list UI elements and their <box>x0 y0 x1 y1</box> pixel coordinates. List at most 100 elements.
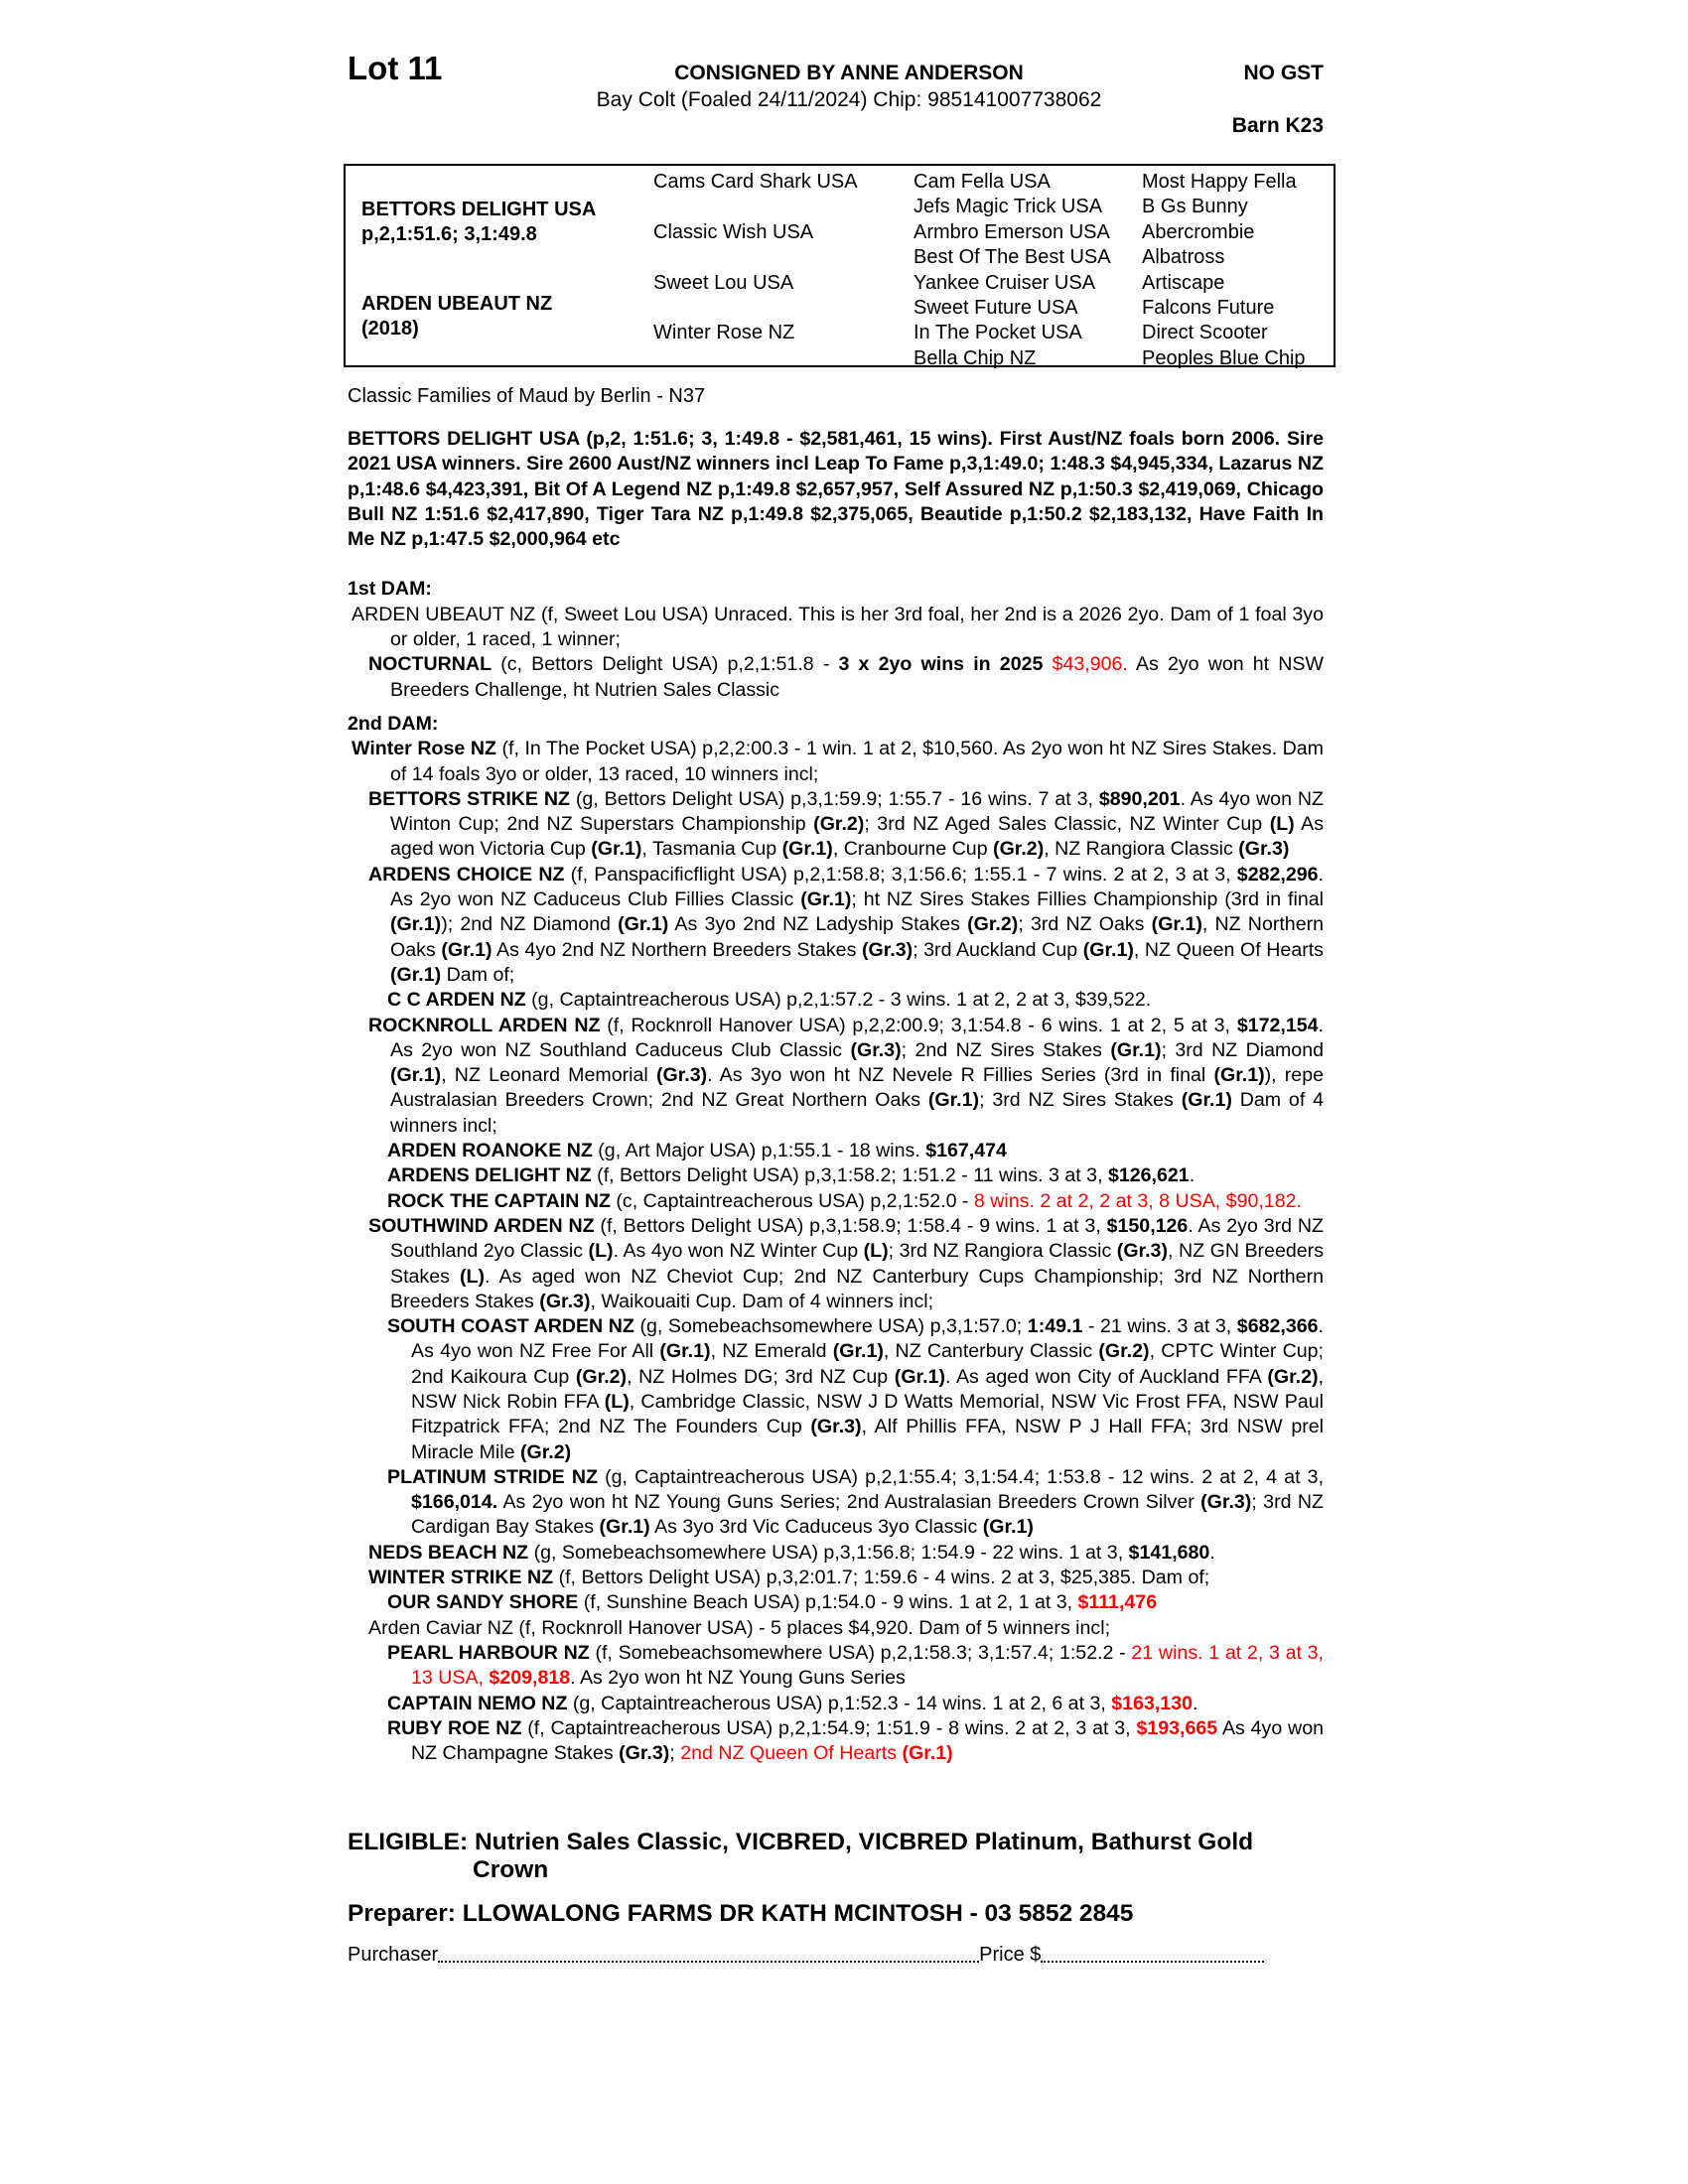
produce-entry: PLATINUM STRIDE NZ (g, Captaintreacherou… <box>348 1465 1324 1541</box>
entry-text: , NZ Leonard Memorial <box>441 1064 656 1087</box>
price-label: Price $ <box>979 1944 1042 1966</box>
entry-text: . As 4yo won NZ Free For All <box>411 1315 1324 1363</box>
barn-location: Barn K23 <box>1231 114 1324 137</box>
produce-entry: NEDS BEACH NZ (g, Somebeachsomewhere USA… <box>348 1541 1324 1566</box>
entry-text: (f, Bettors Delight USA) p,3,2:01.7; 1:5… <box>553 1567 1210 1589</box>
highlighted-text: $193,665 <box>1136 1716 1218 1739</box>
bold-text: PEARL HARBOUR NZ <box>387 1641 590 1664</box>
entry-text: - 21 wins. 3 at 3, <box>1082 1315 1237 1338</box>
entry-text: (f, Panspacificflight USA) p,2,1:58.8; 3… <box>564 863 1237 886</box>
eligibility: ELIGIBLE: Nutrien Sales Classic, VICBRED… <box>348 1829 1254 1883</box>
pedigree-great-grandparent: Bella Chip NZ <box>914 346 1037 369</box>
pedigree-grandparent: Classic Wish USA <box>653 220 814 243</box>
catalogue-body: BETTORS DELIGHT USA (p,2, 1:51.6; 3, 1:4… <box>348 427 1324 1766</box>
bold-text: (Gr.3) <box>850 1038 902 1061</box>
entry-text: Dam of 4 winners incl; <box>390 1089 1324 1137</box>
entry-text: ; 3rd NZ Rangiora Classic <box>888 1240 1117 1263</box>
pedigree-sire-record: p,2,1:51.6; 3,1:49.8 <box>361 223 537 245</box>
pedigree-great-great-grandparent: Most Happy Fella <box>1142 171 1297 193</box>
entry-text: (c, Captaintreacherous USA) p,2,1:52.0 - <box>610 1189 974 1212</box>
bold-text: (Gr.3) <box>619 1742 670 1765</box>
entry-text: ; 3rd NZ Oaks <box>1018 913 1152 936</box>
produce-entry: C C ARDEN NZ (g, Captaintreacherous USA)… <box>348 988 1324 1013</box>
bold-text: (Gr.1) <box>390 913 442 936</box>
purchaser-line: Purchaser Price $ <box>348 1944 1265 1967</box>
entry-text: (f, Sunshine Beach USA) p,1:54.0 - 9 win… <box>578 1591 1078 1614</box>
bold-text: SOUTHWIND ARDEN NZ <box>368 1214 595 1237</box>
entry-text: . As 2yo won ht NZ Young Guns Series <box>570 1667 906 1690</box>
entry-text: (f, In The Pocket USA) p,2,2:00.3 - 1 wi… <box>390 738 1324 785</box>
pedigree-great-great-grandparent: Peoples Blue Chip <box>1142 346 1306 369</box>
entry-text: (g, Somebeachsomewhere USA) p,3,1:57.0; <box>633 1315 1028 1338</box>
entry-text: . <box>1209 1541 1215 1564</box>
bold-text: (Gr.1) <box>832 1340 884 1363</box>
bold-text: (Gr.1) <box>599 1516 650 1539</box>
produce-entry: ROCKNROLL ARDEN NZ (f, Rocknroll Hanover… <box>348 1014 1324 1139</box>
entry-text: As 3yo 2nd NZ Ladyship Stakes <box>668 913 968 936</box>
entry-text: . <box>1193 1692 1198 1714</box>
pedigree-great-grandparent: In The Pocket USA <box>914 322 1082 344</box>
entry-text: ; 3rd Auckland Cup <box>913 938 1083 961</box>
entry-text: , NZ Holmes DG; 3rd NZ Cup <box>627 1365 895 1388</box>
bold-text: WINTER STRIKE NZ <box>368 1567 554 1589</box>
produce-entry: Winter Rose NZ (f, In The Pocket USA) p,… <box>348 737 1324 787</box>
pedigree-great-grandparent: Armbro Emerson USA <box>914 220 1110 243</box>
entry-text: . As aged won City of Auckland FFA <box>944 1365 1268 1388</box>
entry-text: As 2yo won ht NZ Young Guns Series; 2nd … <box>497 1491 1201 1514</box>
entry-text: , NZ GN Breeders Stakes <box>390 1240 1324 1288</box>
entry-text: . <box>1189 1164 1196 1187</box>
produce-entry: RUBY ROE NZ (f, Captaintreacherous USA) … <box>348 1716 1324 1767</box>
sire-paragraph: BETTORS DELIGHT USA (p,2, 1:51.6; 3, 1:4… <box>348 428 1324 551</box>
bold-text: BETTORS STRIKE NZ <box>368 787 570 810</box>
pedigree-great-great-grandparent: B Gs Bunny <box>1142 196 1248 218</box>
bold-text: (L) <box>1269 813 1295 836</box>
pedigree-great-great-grandparent: Artiscape <box>1142 271 1225 294</box>
entry-text: (c, Bettors Delight USA) p,2,1:51.8 - <box>492 653 839 676</box>
highlighted-text: $43,906. <box>1052 653 1128 676</box>
purchaser-blank[interactable] <box>438 1947 980 1963</box>
entry-text: ; ht NZ Sires Stakes Fillies Championshi… <box>851 888 1324 911</box>
pedigree-table: BETTORS DELIGHT USA p,2,1:51.6; 3,1:49.8… <box>344 164 1336 369</box>
bold-text: ARDENS CHOICE NZ <box>368 863 565 886</box>
bold-text: (Gr.1) <box>1151 913 1202 936</box>
price-blank[interactable] <box>1041 1947 1265 1963</box>
bold-text: ARDEN ROANOKE NZ <box>387 1140 593 1162</box>
bold-text: (Gr.1) <box>390 963 442 986</box>
produce-entry: PEARL HARBOUR NZ (f, Somebeachsomewhere … <box>348 1641 1324 1692</box>
bold-text: (L) <box>863 1240 889 1263</box>
bold-text: (Gr.1) <box>781 838 833 861</box>
entry-text: (g, Captaintreacherous USA) p,2,1:57.2 -… <box>525 989 1152 1012</box>
consignor: CONSIGNED BY ANNE ANDERSON <box>674 62 1024 84</box>
entry-text: ; 2nd NZ Sires Stakes <box>901 1038 1111 1061</box>
section-heading: 2nd DAM: <box>348 712 439 735</box>
entry-text: , Tasmania Cup <box>641 838 782 861</box>
pedigree-great-grandparent: Cam Fella USA <box>914 171 1051 193</box>
bold-text: ROCKNROLL ARDEN NZ <box>368 1014 601 1036</box>
produce-entry: SOUTH COAST ARDEN NZ (g, Somebeachsomewh… <box>348 1314 1324 1465</box>
entry-text: (f, Captaintreacherous USA) p,2,1:54.9; … <box>521 1716 1137 1739</box>
lot-number: Lot 11 <box>348 50 443 86</box>
produce-entry: ROCK THE CAPTAIN NZ (c, Captaintreachero… <box>348 1189 1324 1214</box>
preparer: Preparer: LLOWALONG FARMS DR KATH MCINTO… <box>348 1900 1134 1927</box>
entry-text: ; 3rd NZ Sires Stakes <box>979 1089 1182 1112</box>
produce-entry: CAPTAIN NEMO NZ (g, Captaintreacherous U… <box>348 1692 1324 1716</box>
bold-text: NEDS BEACH NZ <box>368 1541 529 1564</box>
pedigree-great-great-grandparent: Abercrombie <box>1142 220 1255 243</box>
produce-entry: Arden Caviar NZ (f, Rocknroll Hanover US… <box>348 1616 1324 1641</box>
bold-text: (Gr.3) <box>1238 838 1290 861</box>
bold-text: OUR SANDY SHORE <box>387 1591 579 1614</box>
bold-text: (Gr.1) <box>927 1089 980 1112</box>
entry-text: . As 2yo won NZ Southland Caduceus Club … <box>390 1014 1324 1061</box>
highlighted-text: 2nd NZ Queen Of Hearts <box>680 1742 903 1765</box>
entry-text: ARDEN UBEAUT NZ (f, Sweet Lou USA) Unrac… <box>352 603 1324 651</box>
gst-status: NO GST <box>1243 62 1324 84</box>
bold-text: (Gr.2) <box>993 838 1045 861</box>
bold-text: $166,014. <box>411 1491 498 1514</box>
bold-text: (Gr.1) <box>1181 1089 1232 1112</box>
family-line: Classic Families of Maud by Berlin - N37 <box>348 385 706 407</box>
bold-text: RUBY ROE NZ <box>387 1716 522 1739</box>
bold-text: (L) <box>460 1265 486 1288</box>
entry-text: (f, Somebeachsomewhere USA) p,2,1:58.3; … <box>589 1641 1132 1664</box>
pedigree-great-great-grandparent: Direct Scooter <box>1142 322 1268 344</box>
entry-text: , NZ Canterbury Classic <box>883 1340 1099 1363</box>
